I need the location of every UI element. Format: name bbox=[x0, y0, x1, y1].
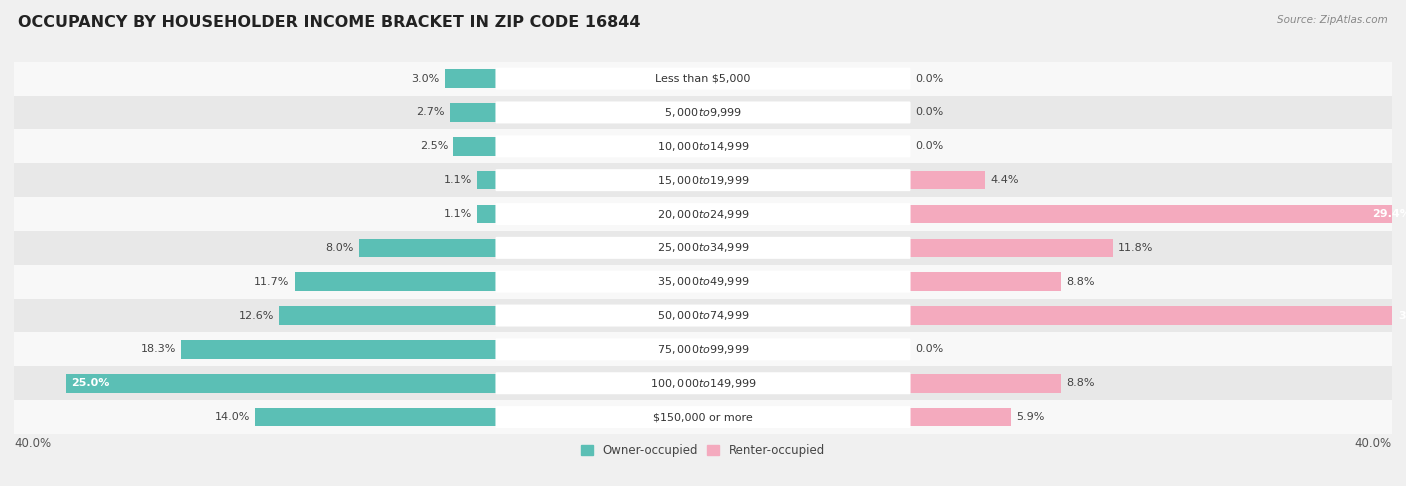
Bar bbox=[444, 69, 496, 88]
Bar bbox=[14, 400, 1392, 434]
Text: 0.0%: 0.0% bbox=[915, 345, 943, 354]
Text: 11.8%: 11.8% bbox=[1118, 243, 1153, 253]
Bar bbox=[14, 332, 1392, 366]
Text: Source: ZipAtlas.com: Source: ZipAtlas.com bbox=[1277, 15, 1388, 25]
Text: 4.4%: 4.4% bbox=[991, 175, 1019, 185]
Bar bbox=[450, 103, 496, 122]
Text: 1.1%: 1.1% bbox=[444, 175, 472, 185]
Text: 14.0%: 14.0% bbox=[215, 412, 250, 422]
Bar bbox=[14, 265, 1392, 298]
Text: $25,000 to $34,999: $25,000 to $34,999 bbox=[657, 242, 749, 254]
Text: $15,000 to $19,999: $15,000 to $19,999 bbox=[657, 174, 749, 187]
Text: 0.0%: 0.0% bbox=[915, 107, 943, 118]
Bar bbox=[910, 239, 1114, 257]
Text: 0.0%: 0.0% bbox=[915, 141, 943, 151]
Text: 8.8%: 8.8% bbox=[1066, 277, 1095, 287]
Bar bbox=[14, 197, 1392, 231]
Text: $75,000 to $99,999: $75,000 to $99,999 bbox=[657, 343, 749, 356]
Text: 40.0%: 40.0% bbox=[14, 437, 51, 450]
Bar bbox=[280, 306, 496, 325]
Bar bbox=[359, 239, 496, 257]
Bar bbox=[256, 408, 496, 426]
FancyBboxPatch shape bbox=[495, 68, 911, 89]
FancyBboxPatch shape bbox=[495, 203, 911, 225]
Text: $50,000 to $74,999: $50,000 to $74,999 bbox=[657, 309, 749, 322]
Text: $5,000 to $9,999: $5,000 to $9,999 bbox=[664, 106, 742, 119]
Bar bbox=[910, 205, 1406, 224]
Legend: Owner-occupied, Renter-occupied: Owner-occupied, Renter-occupied bbox=[576, 439, 830, 462]
Bar bbox=[453, 137, 496, 156]
Bar bbox=[14, 96, 1392, 129]
Text: Less than $5,000: Less than $5,000 bbox=[655, 73, 751, 84]
Text: $10,000 to $14,999: $10,000 to $14,999 bbox=[657, 140, 749, 153]
Text: $35,000 to $49,999: $35,000 to $49,999 bbox=[657, 275, 749, 288]
FancyBboxPatch shape bbox=[495, 169, 911, 191]
Text: 2.7%: 2.7% bbox=[416, 107, 444, 118]
Bar bbox=[910, 306, 1406, 325]
FancyBboxPatch shape bbox=[495, 271, 911, 293]
Bar bbox=[181, 340, 496, 359]
FancyBboxPatch shape bbox=[495, 338, 911, 361]
Text: 11.7%: 11.7% bbox=[254, 277, 290, 287]
FancyBboxPatch shape bbox=[495, 237, 911, 259]
Text: 2.5%: 2.5% bbox=[420, 141, 449, 151]
FancyBboxPatch shape bbox=[495, 372, 911, 394]
Text: OCCUPANCY BY HOUSEHOLDER INCOME BRACKET IN ZIP CODE 16844: OCCUPANCY BY HOUSEHOLDER INCOME BRACKET … bbox=[18, 15, 641, 30]
Bar bbox=[910, 171, 986, 190]
Bar bbox=[14, 129, 1392, 163]
Text: 25.0%: 25.0% bbox=[70, 378, 110, 388]
FancyBboxPatch shape bbox=[495, 102, 911, 123]
FancyBboxPatch shape bbox=[495, 406, 911, 428]
Bar bbox=[14, 298, 1392, 332]
Bar bbox=[14, 163, 1392, 197]
Bar bbox=[14, 62, 1392, 96]
Bar bbox=[910, 272, 1062, 291]
Bar bbox=[14, 231, 1392, 265]
Text: 1.1%: 1.1% bbox=[444, 209, 472, 219]
Text: 12.6%: 12.6% bbox=[239, 311, 274, 321]
Text: 30.9%: 30.9% bbox=[1398, 311, 1406, 321]
FancyBboxPatch shape bbox=[495, 305, 911, 327]
Text: 8.8%: 8.8% bbox=[1066, 378, 1095, 388]
Bar bbox=[478, 171, 496, 190]
Bar bbox=[478, 205, 496, 224]
Text: $150,000 or more: $150,000 or more bbox=[654, 412, 752, 422]
Text: 3.0%: 3.0% bbox=[411, 73, 440, 84]
Bar bbox=[910, 374, 1062, 393]
Text: $20,000 to $24,999: $20,000 to $24,999 bbox=[657, 208, 749, 221]
Bar bbox=[14, 366, 1392, 400]
Text: 29.4%: 29.4% bbox=[1372, 209, 1406, 219]
Bar bbox=[66, 374, 496, 393]
FancyBboxPatch shape bbox=[495, 135, 911, 157]
Bar bbox=[910, 408, 1011, 426]
Text: 5.9%: 5.9% bbox=[1017, 412, 1045, 422]
Text: 40.0%: 40.0% bbox=[1355, 437, 1392, 450]
Text: 0.0%: 0.0% bbox=[915, 73, 943, 84]
Bar bbox=[295, 272, 496, 291]
Text: 18.3%: 18.3% bbox=[141, 345, 176, 354]
Text: 8.0%: 8.0% bbox=[325, 243, 353, 253]
Text: $100,000 to $149,999: $100,000 to $149,999 bbox=[650, 377, 756, 390]
